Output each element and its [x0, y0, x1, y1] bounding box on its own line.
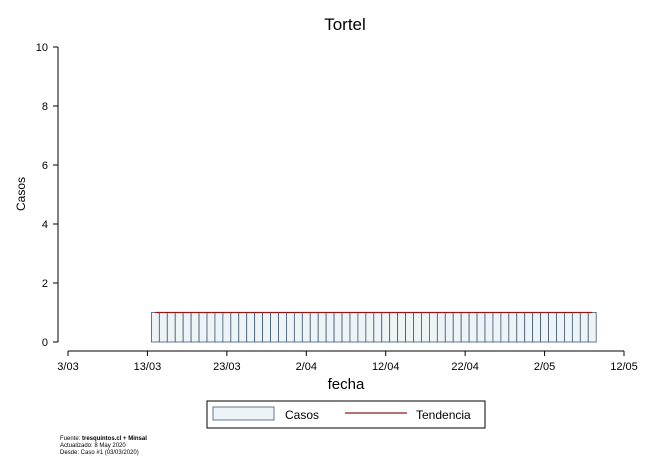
bar — [333, 312, 343, 343]
bar — [397, 312, 406, 343]
chart-title: Tortel — [324, 15, 366, 34]
bar — [428, 312, 438, 343]
y-tick-label: 10 — [36, 42, 48, 54]
bar — [230, 312, 240, 343]
bar — [278, 312, 287, 343]
x-tick-label: 2/04 — [296, 361, 317, 373]
bar — [190, 312, 200, 343]
x-tick-label: 13/03 — [134, 361, 162, 373]
bar — [571, 312, 581, 343]
bar — [166, 312, 176, 343]
bar — [349, 312, 359, 343]
bar — [270, 312, 279, 343]
bar — [500, 312, 510, 343]
bar — [460, 312, 470, 343]
bar — [389, 312, 399, 343]
bar — [436, 312, 446, 343]
y-tick-label: 0 — [42, 337, 48, 349]
bar — [452, 312, 462, 343]
bar — [413, 312, 422, 343]
x-axis-label: fecha — [328, 376, 365, 393]
bar — [444, 312, 454, 343]
bar — [579, 312, 589, 343]
bar — [532, 312, 542, 343]
bar — [254, 312, 264, 343]
bar — [301, 312, 311, 343]
source-note: Fuente: tresquintos.cl + Minsal — [60, 436, 147, 443]
x-tick-label: 23/03 — [213, 361, 241, 373]
source-name: tresquintos.cl + Minsal — [82, 436, 147, 442]
x-axis: 3/03 13/03 23/03 2/04 12/04 22/04 2/05 12/05 — [57, 350, 638, 373]
bar — [516, 312, 526, 343]
y-tick-label: 4 — [42, 219, 48, 231]
x-tick-label: 2/05 — [534, 361, 555, 373]
legend-label-tendencia: Tendencia — [416, 408, 471, 422]
legend: Casos Tendencia — [206, 400, 486, 429]
bar — [341, 312, 351, 343]
bar — [246, 312, 256, 343]
bar — [508, 312, 518, 343]
bars — [150, 312, 597, 343]
legend-swatch-casos — [212, 406, 275, 421]
y-axis: 0 2 4 6 8 10 — [36, 42, 59, 349]
bar — [524, 312, 534, 343]
bar — [325, 312, 335, 343]
bar — [309, 312, 319, 343]
bar — [540, 312, 549, 343]
bar — [174, 312, 184, 343]
bar — [373, 312, 383, 343]
bar — [150, 312, 160, 343]
x-tick-label: 12/05 — [610, 361, 638, 373]
bar — [293, 312, 303, 343]
bar — [317, 312, 327, 343]
bar — [587, 312, 597, 343]
bar — [548, 312, 557, 343]
bar — [381, 312, 391, 343]
since-note: Desde: Caso #1 (03/03/2020) — [60, 450, 139, 456]
bar — [564, 312, 573, 343]
y-axis-label: Casos — [14, 177, 28, 211]
bar — [198, 312, 208, 343]
bar — [158, 312, 168, 343]
bar — [405, 312, 414, 343]
bar — [214, 312, 224, 343]
bar — [484, 312, 494, 343]
bar — [286, 312, 295, 343]
bar — [182, 312, 192, 343]
bar — [357, 312, 367, 343]
bar — [468, 312, 478, 343]
bar — [238, 312, 248, 343]
legend-label-casos: Casos — [285, 408, 319, 422]
x-tick-label: 22/04 — [451, 361, 479, 373]
x-tick-label: 12/04 — [372, 361, 400, 373]
bar — [365, 312, 375, 343]
y-tick-label: 2 — [42, 278, 48, 290]
x-tick-label: 3/03 — [57, 361, 78, 373]
bar — [262, 312, 271, 343]
updated-note: Actualizado: 8 May 2020 — [60, 443, 126, 449]
bar — [206, 312, 216, 343]
y-tick-label: 6 — [42, 160, 48, 172]
bar — [556, 312, 565, 343]
source-prefix: Fuente: — [60, 436, 83, 442]
bar — [421, 312, 430, 343]
bar — [476, 312, 486, 343]
bar — [222, 312, 232, 343]
bar — [492, 312, 502, 343]
y-tick-label: 8 — [42, 101, 48, 113]
